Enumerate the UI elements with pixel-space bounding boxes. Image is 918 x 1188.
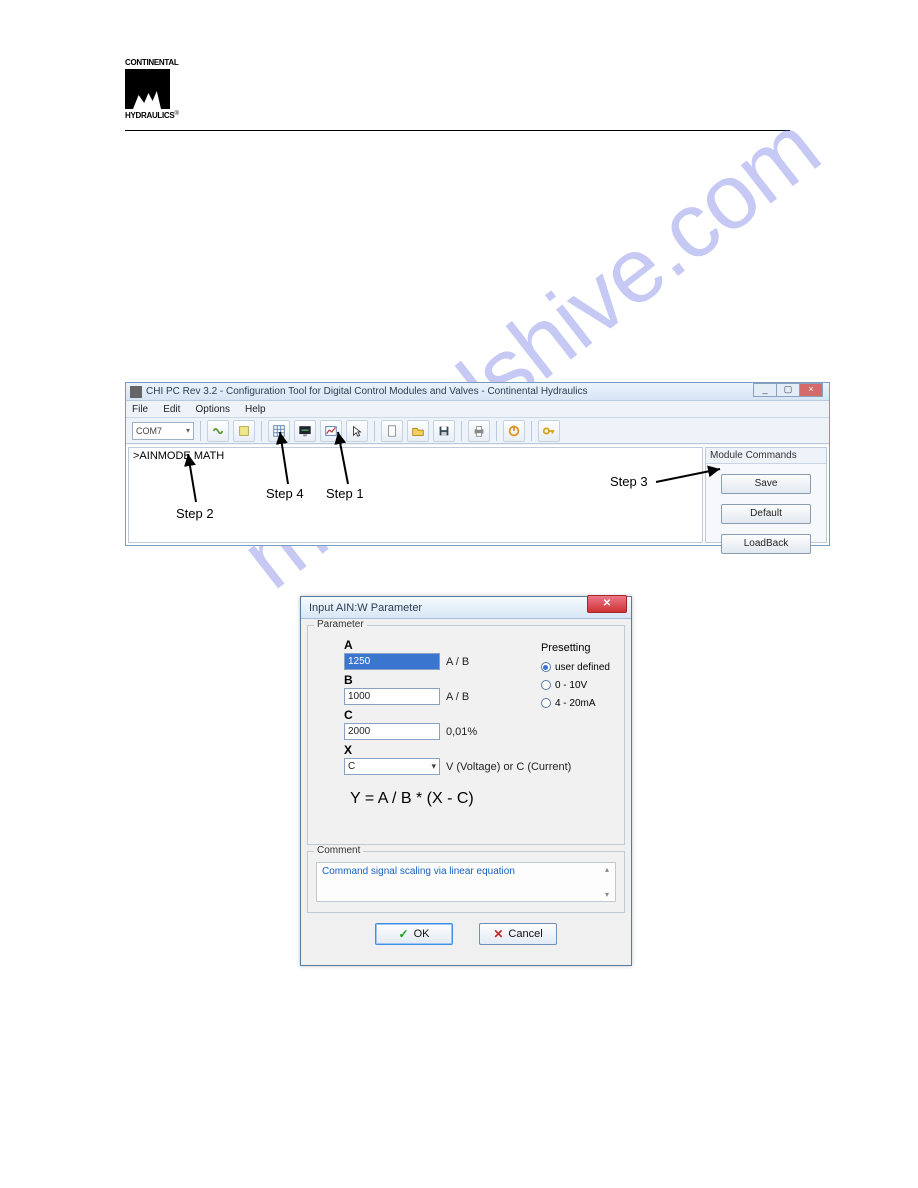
toolbar-separator xyxy=(261,421,262,441)
app-title: CHI PC Rev 3.2 - Configuration Tool for … xyxy=(146,386,588,397)
brand-logo: CONTINENTAL HYDRAULICS xyxy=(125,58,200,120)
comment-text: Command signal scaling via linear equati… xyxy=(322,866,515,877)
brand-bottom-text: HYDRAULICS xyxy=(125,111,200,120)
config-tool-window: CHI PC Rev 3.2 - Configuration Tool for … xyxy=(125,382,830,546)
label-x: X xyxy=(344,743,614,757)
check-icon: ✓ xyxy=(399,927,409,941)
note-icon[interactable] xyxy=(233,420,255,442)
app-titlebar: CHI PC Rev 3.2 - Configuration Tool for … xyxy=(126,383,829,401)
comment-textarea[interactable]: Command signal scaling via linear equati… xyxy=(316,862,616,902)
menu-bar: File Edit Options Help xyxy=(126,401,829,418)
header-rule xyxy=(125,130,790,131)
connect-icon[interactable] xyxy=(207,420,229,442)
new-file-icon[interactable] xyxy=(381,420,403,442)
module-commands-panel: Module Commands Save Default LoadBack xyxy=(705,447,827,543)
window-controls: _ ▢ × xyxy=(754,383,823,397)
annotation-overlay xyxy=(0,0,918,1188)
dialog-button-row: ✓ OK ✕ Cancel xyxy=(301,923,631,945)
toolbar-separator xyxy=(496,421,497,441)
parameter-group-label: Parameter xyxy=(314,619,367,630)
input-b[interactable]: 1000 xyxy=(344,688,440,705)
toolbar-separator xyxy=(200,421,201,441)
input-a[interactable]: 1250 xyxy=(344,653,440,670)
console-area[interactable]: >AINMODE MATH xyxy=(128,447,703,543)
menu-options[interactable]: Options xyxy=(195,401,229,418)
step1-label: Step 1 xyxy=(326,486,364,501)
toolbar: COM7 xyxy=(126,418,829,444)
open-file-icon[interactable] xyxy=(407,420,429,442)
radio-off-icon xyxy=(541,698,551,708)
x-icon: ✕ xyxy=(493,927,503,941)
presetting-heading: Presetting xyxy=(541,642,610,654)
app-icon xyxy=(130,386,142,398)
console-line: >AINMODE MATH xyxy=(133,450,224,462)
presetting-block: Presetting user defined 0 - 10V 4 - 20mA xyxy=(541,642,610,712)
toolbar-separator xyxy=(531,421,532,441)
toolbar-separator xyxy=(461,421,462,441)
preset-4-20ma[interactable]: 4 - 20mA xyxy=(541,694,610,712)
step4-label: Step 4 xyxy=(266,486,304,501)
preset-0-10v[interactable]: 0 - 10V xyxy=(541,676,610,694)
menu-help[interactable]: Help xyxy=(245,401,266,418)
unit-ab-2: A / B xyxy=(446,691,469,703)
save-button[interactable]: Save xyxy=(721,474,811,494)
comment-group: Comment Command signal scaling via linea… xyxy=(307,851,625,913)
minimize-button[interactable]: _ xyxy=(753,383,777,397)
ok-button[interactable]: ✓ OK xyxy=(375,923,453,945)
unit-ab-1: A / B xyxy=(446,656,469,668)
app-body: >AINMODE MATH Module Commands Save Defau… xyxy=(126,445,829,545)
com-port-combo[interactable]: COM7 xyxy=(132,422,194,440)
menu-edit[interactable]: Edit xyxy=(163,401,180,418)
dialog-title: Input AIN:W Parameter xyxy=(301,597,631,619)
loadback-button[interactable]: LoadBack xyxy=(721,534,811,554)
brand-top-text: CONTINENTAL xyxy=(125,58,200,67)
radio-on-icon xyxy=(541,662,551,672)
formula-text: Y = A / B * (X - C) xyxy=(350,790,614,808)
dialog-close-button[interactable]: ✕ xyxy=(587,595,627,613)
comment-group-label: Comment xyxy=(314,845,363,856)
grid-icon[interactable] xyxy=(268,420,290,442)
close-button[interactable]: × xyxy=(799,383,823,397)
preset-opt2-label: 0 - 10V xyxy=(555,680,587,691)
ainw-parameter-dialog: Input AIN:W Parameter ✕ Parameter A 1250… xyxy=(300,596,632,966)
radio-off-icon xyxy=(541,680,551,690)
power-icon[interactable] xyxy=(503,420,525,442)
parameter-group: Parameter A 1250 A / B B 1000 A / B C 20… xyxy=(307,625,625,845)
preset-opt1-label: user defined xyxy=(555,662,610,673)
preset-user-defined[interactable]: user defined xyxy=(541,658,610,676)
preset-opt3-label: 4 - 20mA xyxy=(555,698,596,709)
monitor-icon[interactable] xyxy=(294,420,316,442)
select-x[interactable]: C xyxy=(344,758,440,775)
key-icon[interactable] xyxy=(538,420,560,442)
toolbar-separator xyxy=(374,421,375,441)
maximize-button[interactable]: ▢ xyxy=(776,383,800,397)
cursor-icon[interactable] xyxy=(346,420,368,442)
save-icon[interactable] xyxy=(433,420,455,442)
step3-label: Step 3 xyxy=(610,474,648,489)
unit-c: 0,01% xyxy=(446,726,477,738)
cancel-button[interactable]: ✕ Cancel xyxy=(479,923,557,945)
default-button[interactable]: Default xyxy=(721,504,811,524)
step2-label: Step 2 xyxy=(176,506,214,521)
input-c[interactable]: 2000 xyxy=(344,723,440,740)
cancel-label: Cancel xyxy=(508,928,542,940)
module-commands-title: Module Commands xyxy=(706,448,826,464)
menu-file[interactable]: File xyxy=(132,401,148,418)
chart-icon[interactable] xyxy=(320,420,342,442)
print-icon[interactable] xyxy=(468,420,490,442)
scrollbar[interactable]: ▴▾ xyxy=(601,865,613,899)
unit-x: V (Voltage) or C (Current) xyxy=(446,761,571,773)
ok-label: OK xyxy=(414,928,430,940)
brand-mark xyxy=(125,69,170,109)
